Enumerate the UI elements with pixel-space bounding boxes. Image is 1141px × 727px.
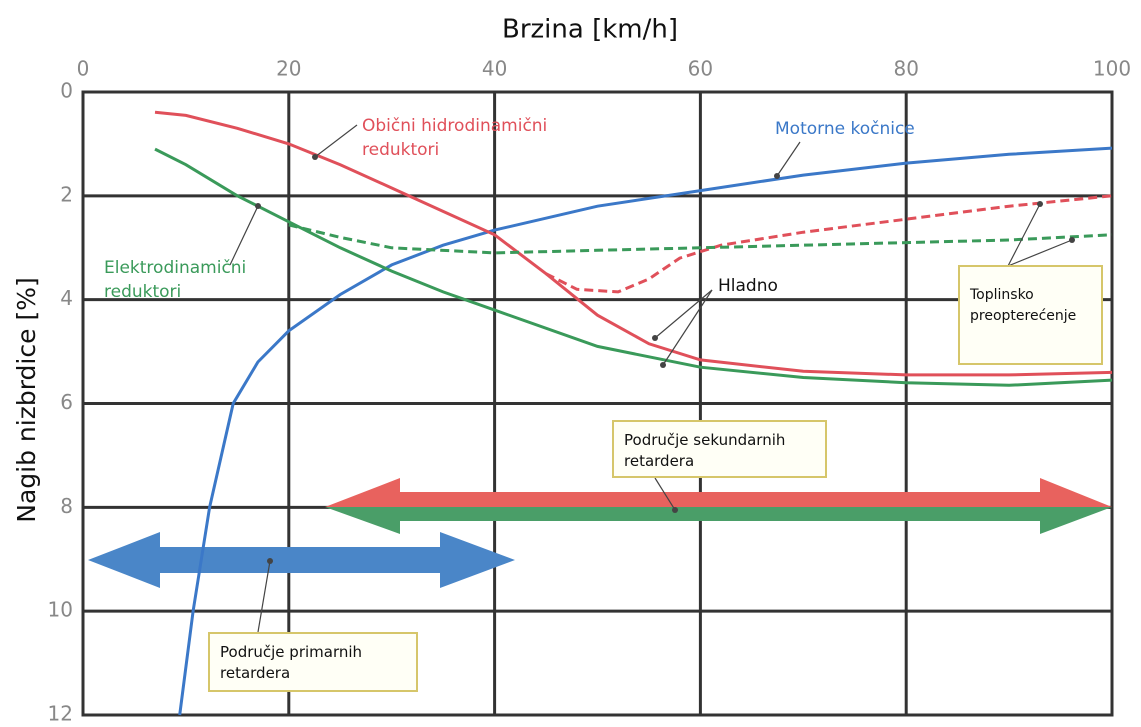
annotation-box: Područje sekundarnih retardera — [612, 420, 827, 478]
leader-dot — [1069, 237, 1075, 243]
leader-line — [1007, 203, 1041, 267]
series-line — [154, 110, 1113, 377]
leader-line — [257, 560, 271, 633]
y-tick-label: 12 — [48, 702, 73, 726]
annotation-box: Toplinsko preopterećenje — [958, 265, 1103, 365]
y-axis-title: Nagib nizbrdice [%] — [12, 277, 41, 522]
x-tick-label: 80 — [893, 57, 918, 81]
leader-dot — [312, 154, 318, 160]
leader-dot — [660, 362, 666, 368]
y-tick-label: 10 — [48, 598, 73, 622]
annotation-box: Područje primarnih retardera — [208, 632, 418, 692]
leader-lines — [229, 124, 1075, 633]
series-lines — [154, 110, 1113, 716]
series-line — [154, 147, 1113, 387]
leader-line — [229, 205, 259, 266]
x-tick-label: 60 — [688, 57, 713, 81]
leader-line — [1007, 239, 1073, 267]
plot-frame — [81, 90, 1114, 717]
leader-line — [314, 124, 358, 158]
leader-dot — [652, 335, 658, 341]
leader-line — [654, 289, 713, 339]
leader-line — [776, 141, 801, 177]
y-tick-label: 8 — [60, 494, 73, 518]
series-label: Motorne kočnice — [775, 119, 915, 139]
leader-line — [654, 477, 676, 511]
y-tick-label: 0 — [60, 79, 73, 103]
x-axis-title: Brzina [km/h] — [502, 15, 678, 45]
leader-dot — [1037, 201, 1043, 207]
annotation: Hladno — [718, 276, 778, 296]
leader-dot — [267, 558, 273, 564]
y-tick-label: 4 — [60, 286, 73, 310]
x-tick-label: 100 — [1093, 57, 1131, 81]
secondary-range-arrow-red — [325, 478, 1112, 507]
series-label: Obični hidrodinamični reduktori — [362, 116, 548, 160]
leader-line — [662, 289, 713, 366]
secondary-range-arrow-green — [325, 507, 1112, 534]
x-tick-label: 20 — [276, 57, 301, 81]
series-line — [545, 194, 1113, 294]
leader-dot — [774, 173, 780, 179]
range-arrows — [88, 478, 1112, 588]
x-tick-label: 40 — [482, 57, 507, 81]
y-tick-label: 2 — [60, 182, 73, 206]
x-tick-label: 0 — [77, 57, 90, 81]
series-line — [178, 146, 1113, 716]
primary-range-arrow — [88, 532, 515, 588]
leader-dot — [672, 507, 678, 513]
grid: 0 20 40 60 80 100 0 2 4 6 8 10 12 — [48, 57, 1132, 726]
leader-dot — [255, 203, 261, 209]
series-label: Elektrodinamični reduktori — [104, 258, 247, 302]
y-tick-label: 6 — [60, 390, 73, 414]
